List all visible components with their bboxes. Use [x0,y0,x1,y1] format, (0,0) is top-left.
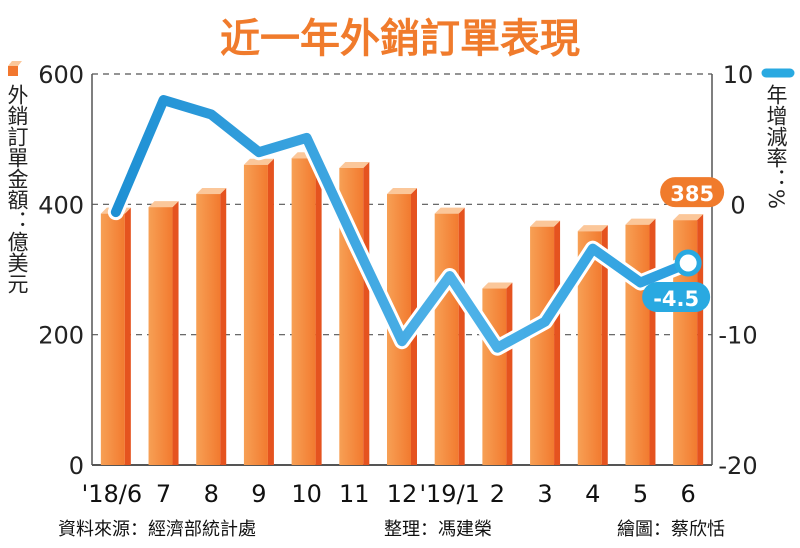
growth-line [107,92,702,356]
right-axis-label: 年增減率：% [764,84,789,209]
bar-legend-icon-face [8,66,18,76]
bar [530,220,561,465]
left-axis-label: 外銷訂單金額：億美元 [5,84,30,294]
x-tick-label: 8 [204,480,219,508]
bar-value-label: 385 [670,182,714,206]
bar-legend-icon [8,61,22,66]
line-value-label: -4.5 [653,287,699,311]
left-tick-label: 600 [38,61,84,89]
source-note: 資料來源：經濟部統計處 [58,519,256,540]
x-tick-label: '18/6 [82,480,143,508]
left-tick-label: 200 [38,322,84,350]
x-tick-label: 11 [339,480,370,508]
x-tick-label: '19/1 [419,480,480,508]
x-tick-label: 2 [490,480,505,508]
annotations: 385 -4.5 [642,177,725,312]
bar-value-badge [660,177,725,208]
left-tick-label: 400 [38,191,84,219]
x-tick-label: 3 [537,480,552,508]
bar [625,218,656,465]
x-tick-label: 4 [585,480,600,508]
bars [100,152,704,465]
bar [196,188,227,465]
x-tick-label: 12 [387,480,418,508]
line-value-badge [642,281,711,312]
chart-title: 近一年外銷訂單表現 [220,16,580,62]
left-axis: 0 200 400 600 [38,61,93,480]
editor-note: 整理：馮建榮 [384,519,492,540]
right-tick-label: -10 [718,322,757,350]
x-tick-label: 9 [251,480,266,508]
x-tick-label: 5 [633,480,648,508]
right-axis: -20 -10 0 10 [711,61,758,480]
line-end-marker [674,249,702,277]
growth-line-path [110,95,694,353]
x-tick-label: 10 [291,480,322,508]
x-tick-label: 6 [681,480,696,508]
bar [482,282,513,465]
bar [291,152,322,465]
right-tick-label: 10 [723,61,754,89]
x-axis: '18/6 7 8 9 10 11 12'19/1 2 3 4 5 6 [82,480,696,508]
right-tick-label: -20 [718,452,757,480]
bar [434,207,465,465]
left-tick-label: 0 [69,452,84,480]
bar [243,158,274,465]
right-tick-label: 0 [730,191,745,219]
x-tick-label: 7 [156,480,171,508]
bar [148,201,179,465]
legend-icons [8,61,795,78]
bar [100,207,131,465]
artist-note: 繪圖：蔡欣恬 [617,519,725,540]
